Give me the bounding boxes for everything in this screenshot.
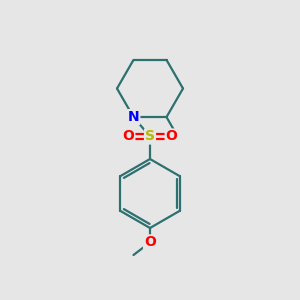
Text: O: O <box>166 130 178 143</box>
Text: S: S <box>145 130 155 143</box>
Text: N: N <box>128 110 139 124</box>
Text: O: O <box>122 130 134 143</box>
Text: O: O <box>144 236 156 249</box>
